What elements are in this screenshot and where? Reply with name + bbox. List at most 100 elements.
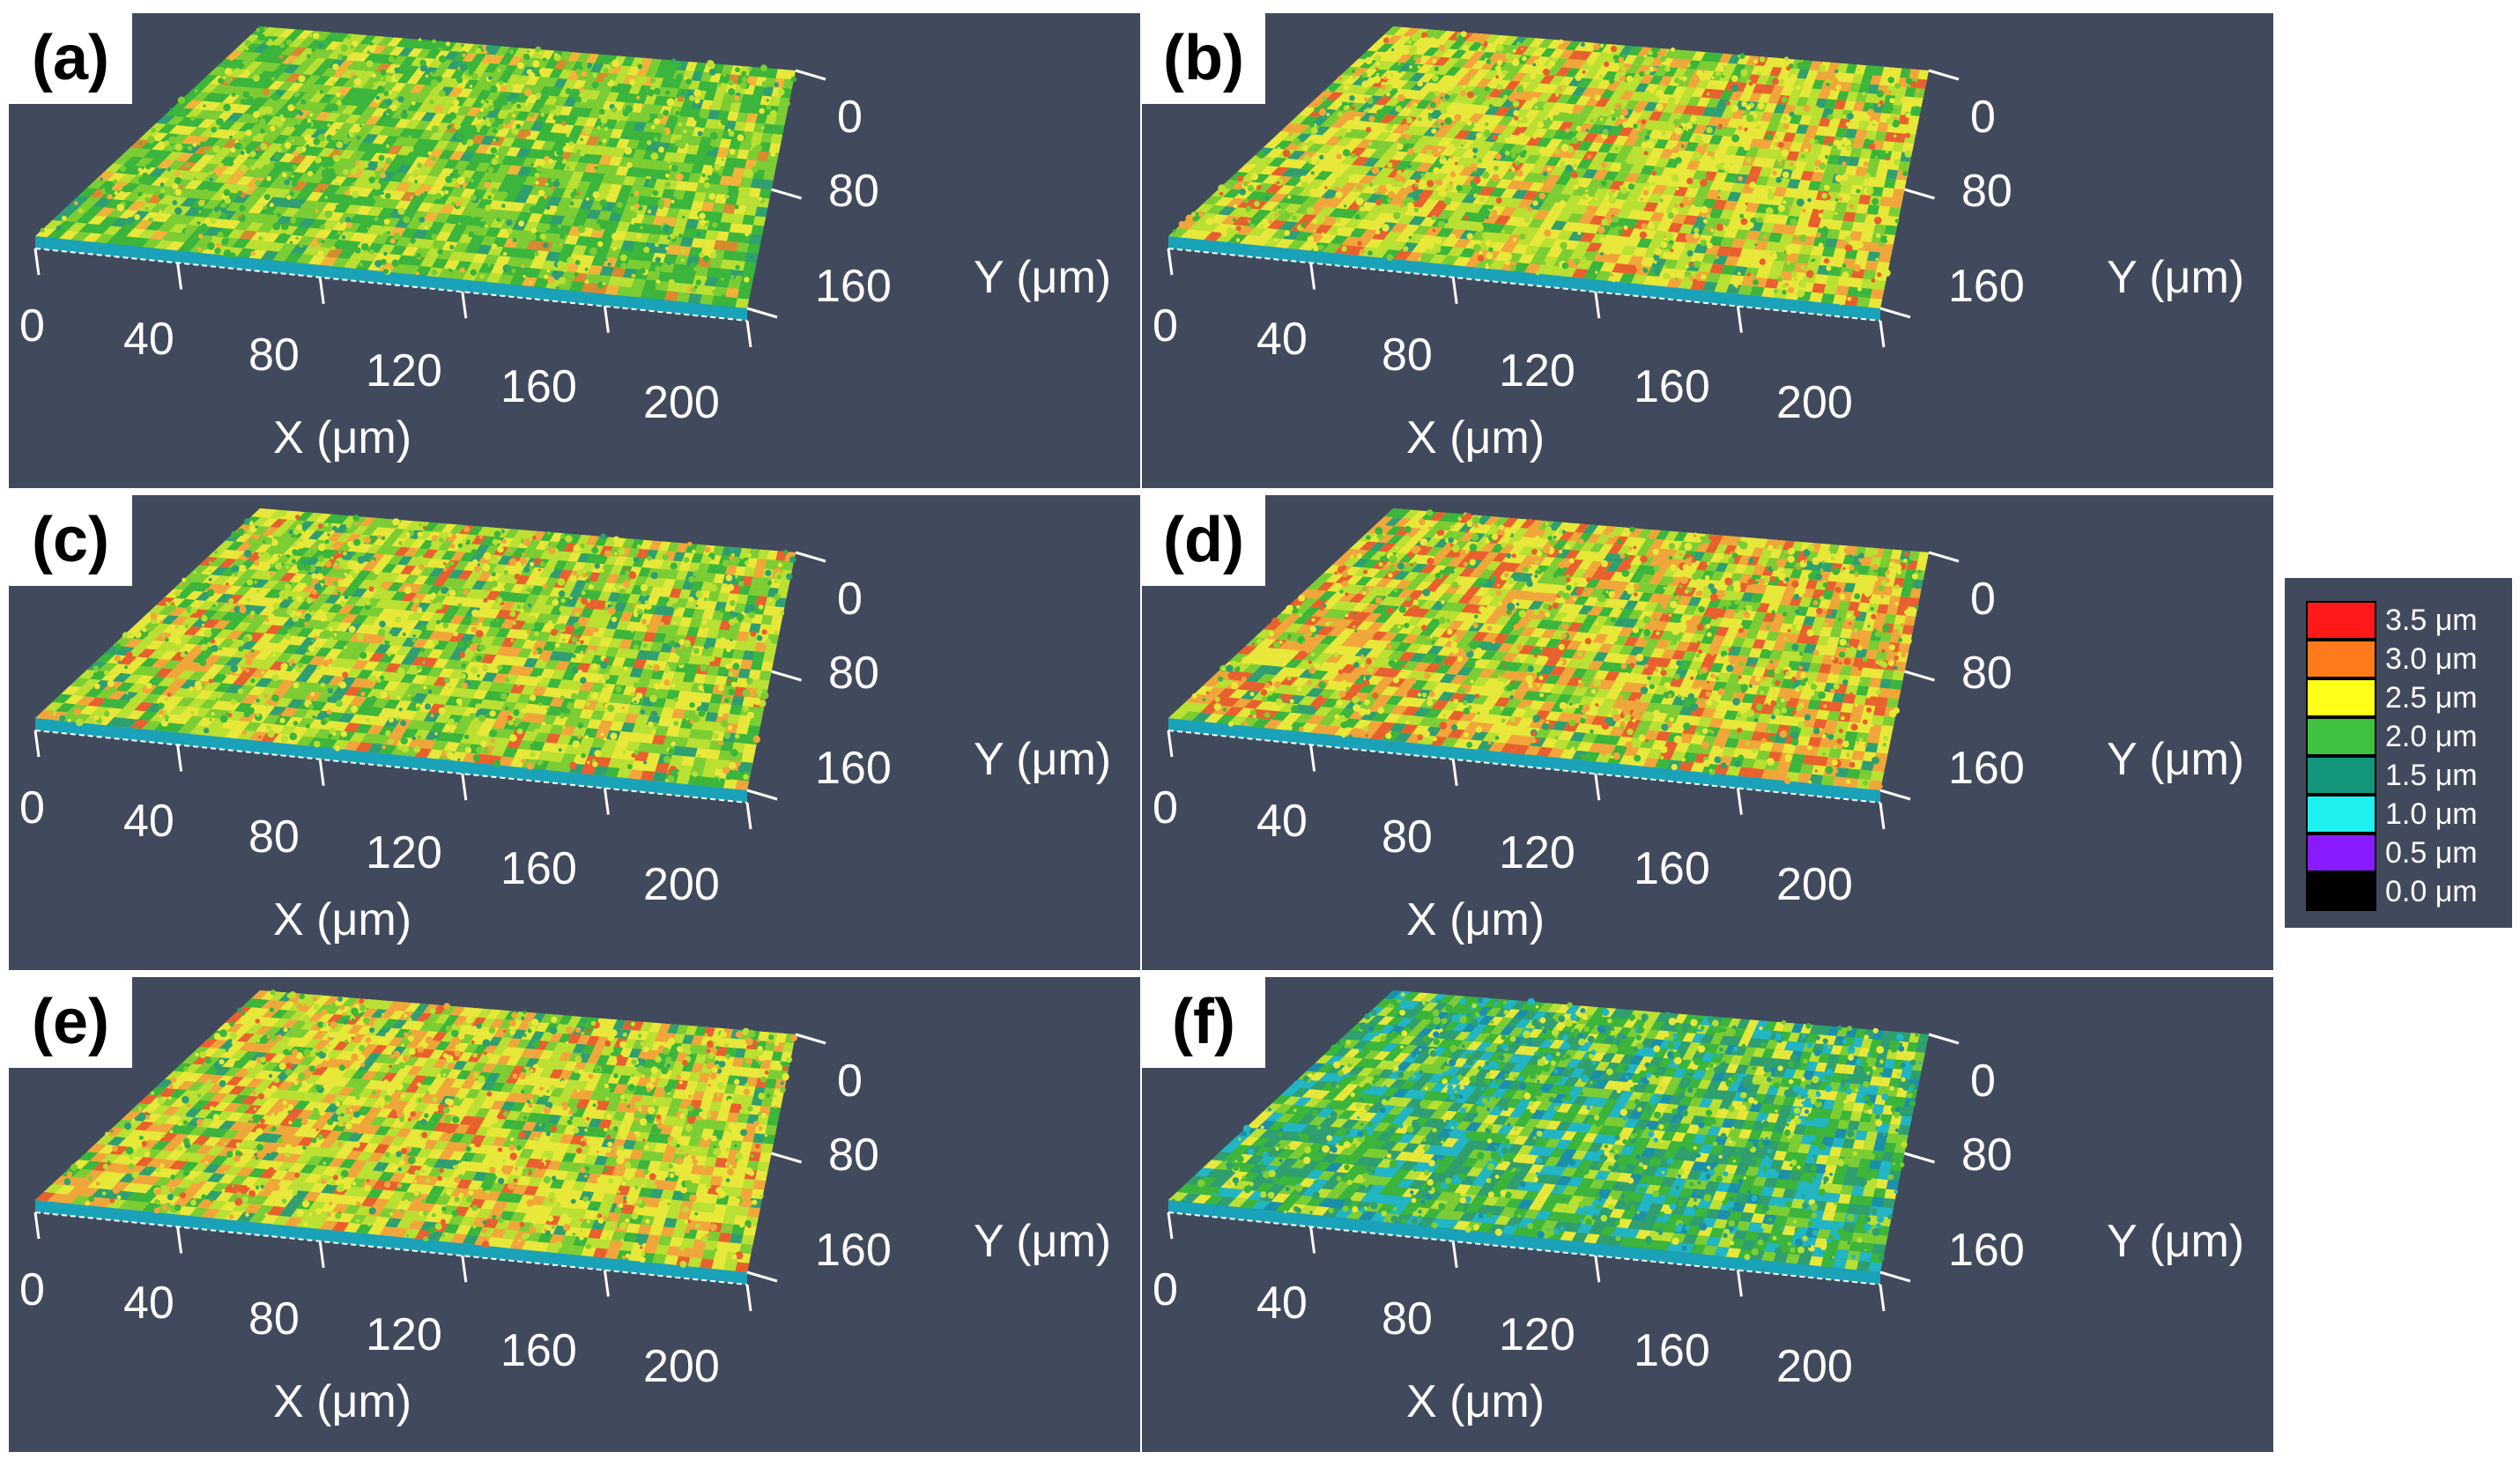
surface-cell — [272, 189, 291, 198]
surface-speck — [1612, 116, 1616, 122]
surface-speck — [1486, 216, 1489, 219]
surface-cell — [1467, 140, 1486, 150]
surface-speck — [708, 68, 716, 76]
surface-speck — [1804, 147, 1809, 152]
surface-speck — [315, 156, 322, 164]
surface-speck — [1761, 143, 1766, 147]
surface-speck — [1257, 151, 1265, 159]
surface-cell — [1686, 60, 1701, 70]
surface-cell — [317, 121, 335, 130]
surface-cell — [1673, 49, 1688, 60]
surface-speck — [263, 88, 270, 96]
surface-speck — [587, 65, 591, 69]
surface-cell — [1731, 182, 1745, 193]
surface-cell — [248, 78, 266, 88]
surface-cell — [1330, 118, 1349, 129]
surface-cell — [1708, 235, 1724, 247]
surface-cell — [1590, 61, 1605, 70]
surface-speck — [1680, 246, 1686, 251]
surface-speck — [607, 263, 611, 266]
surface-speck — [1276, 181, 1280, 185]
surface-speck — [1385, 84, 1393, 93]
surface-cell — [181, 135, 200, 144]
surface-cell — [661, 189, 675, 199]
surface-cell — [78, 188, 99, 197]
surface-speck — [1619, 115, 1625, 120]
surface-speck — [527, 273, 532, 278]
surface-cell — [1410, 197, 1428, 208]
surface-speck — [529, 205, 537, 213]
x-axis-title: X (μm) — [273, 412, 412, 463]
surface-cell — [1383, 231, 1402, 241]
surface-cell — [1452, 58, 1470, 68]
y-tick-mark — [746, 307, 778, 319]
surface-speck — [641, 104, 645, 107]
surface-speck — [1518, 132, 1526, 141]
y-tick-mark — [1879, 307, 1911, 319]
surface-speck — [629, 78, 636, 86]
surface-speck — [1512, 100, 1520, 107]
surface-cell — [377, 36, 394, 46]
surface-speck — [485, 204, 492, 211]
surface-cell — [1538, 201, 1556, 211]
surface-speck — [1308, 139, 1314, 145]
surface-speck — [469, 85, 473, 88]
surface-cell — [608, 276, 623, 286]
surface-cell — [1363, 130, 1382, 140]
surface-speck — [471, 72, 478, 81]
surface-speck — [1385, 183, 1392, 190]
surface-cell — [742, 214, 755, 226]
surface-speck — [557, 261, 565, 269]
surface-cell — [438, 150, 455, 159]
surface-speck — [1335, 217, 1341, 223]
surface-cell — [532, 158, 547, 168]
surface-cell — [1299, 241, 1318, 251]
surface-cell — [487, 245, 504, 256]
surface-speck — [313, 138, 321, 145]
surface-cell — [1736, 256, 1751, 268]
surface-speck — [1390, 73, 1394, 77]
surface-cell — [1584, 224, 1601, 234]
surface-cell — [1846, 92, 1858, 102]
surface-cell — [763, 123, 775, 134]
surface-cell — [1530, 255, 1547, 265]
surface-speck — [1317, 244, 1324, 251]
surface-cell — [1547, 265, 1565, 277]
surface-cell — [615, 166, 630, 176]
surface-cell — [526, 148, 542, 159]
surface-cell — [1536, 137, 1553, 147]
surface-cell — [1702, 281, 1718, 292]
surface-cell — [626, 259, 641, 270]
surface-speck — [221, 212, 228, 219]
surface-speck — [1763, 234, 1768, 240]
surface-cell — [367, 206, 384, 217]
surface-speck — [770, 151, 776, 157]
surface-cell — [1620, 245, 1637, 256]
surface-speck — [1538, 192, 1546, 200]
surface-cell — [1741, 276, 1756, 286]
surface-speck — [249, 151, 256, 158]
surface-cell — [1267, 157, 1287, 167]
surface-speck — [648, 180, 656, 188]
surface-speck — [568, 215, 574, 220]
surface-speck — [630, 205, 635, 211]
surface-speck — [1406, 39, 1412, 45]
surface-cell — [1769, 113, 1783, 122]
surface-speck — [367, 226, 370, 230]
surface-cell — [613, 74, 627, 84]
surface-speck — [574, 189, 577, 192]
surface-cell — [1495, 179, 1513, 189]
surface-speck — [1456, 184, 1463, 192]
surface-speck — [625, 135, 628, 138]
surface-cell — [1555, 67, 1571, 77]
surface-speck — [263, 37, 270, 42]
surface-cell — [1488, 260, 1507, 270]
surface-speck — [1397, 93, 1405, 102]
surface-cell — [778, 97, 790, 107]
surface-speck — [198, 210, 202, 213]
surface-cell — [735, 298, 750, 308]
surface-speck — [387, 231, 390, 234]
surface-cell — [114, 226, 135, 237]
surface-cell — [690, 200, 704, 211]
surface-cell — [1534, 246, 1552, 256]
